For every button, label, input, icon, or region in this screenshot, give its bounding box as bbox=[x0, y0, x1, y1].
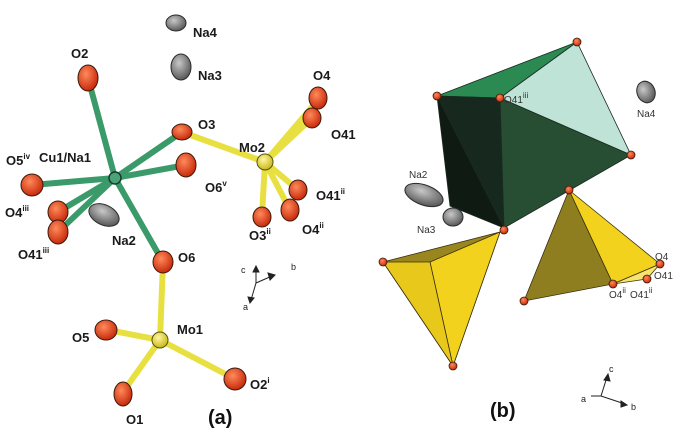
panel-b: O41iii Na4 Na2 Na3 O4 O41 O4ii O41ii c a… bbox=[378, 37, 673, 422]
label-na3: Na3 bbox=[198, 68, 222, 83]
bond-mo1-o6 bbox=[157, 259, 166, 343]
vertex-oxygen-atoms bbox=[378, 37, 665, 371]
atom-o6v bbox=[175, 152, 197, 178]
label-o2: O2 bbox=[71, 46, 88, 61]
label-o5iv: O5iv bbox=[6, 152, 31, 168]
panel-a: O2 Na4 Na3 O3 Mo2 O4 O41 O5iv Cu1/Na1 O6… bbox=[5, 14, 356, 429]
atom-o4 bbox=[308, 86, 328, 110]
panel-a-label: (a) bbox=[208, 407, 232, 429]
atom-o1 bbox=[113, 381, 133, 407]
bond-mo2-o41 bbox=[262, 115, 315, 165]
label-o2i: O2i bbox=[250, 376, 270, 392]
label-na3-b: Na3 bbox=[417, 225, 436, 236]
na-atoms bbox=[88, 14, 192, 227]
axis-b-label: b bbox=[291, 262, 296, 272]
na-atoms-b bbox=[404, 80, 656, 227]
axes-a bbox=[247, 264, 276, 305]
atom-mo2 bbox=[256, 153, 274, 171]
atom-o5 bbox=[20, 173, 44, 197]
label-o41ii: O41ii bbox=[316, 187, 345, 203]
label-o1: O1 bbox=[126, 412, 143, 427]
axis-c-label-b: c bbox=[609, 364, 614, 374]
oxygen-atoms bbox=[20, 64, 328, 407]
axes-b bbox=[591, 372, 629, 408]
label-o4ii-b: O4ii bbox=[609, 286, 626, 301]
label-o4ii: O4ii bbox=[302, 221, 324, 237]
cu-bonds bbox=[29, 75, 189, 265]
atom-o3 bbox=[171, 123, 193, 141]
axis-a-label-b: a bbox=[581, 394, 586, 404]
atom-o41 bbox=[302, 107, 322, 129]
panel-b-label: (b) bbox=[490, 400, 516, 422]
label-o6: O6 bbox=[178, 250, 195, 265]
label-o4iii: O4iii bbox=[5, 204, 29, 220]
atom-o2i bbox=[223, 367, 247, 391]
label-o5: O5 bbox=[72, 330, 89, 345]
atom-mo1 bbox=[151, 331, 169, 349]
atom-o3ii bbox=[252, 206, 272, 228]
mo-atoms bbox=[151, 153, 274, 349]
atom-na2-b bbox=[404, 182, 444, 208]
atom-cu1na1 bbox=[108, 171, 122, 185]
bond-mo1-o2i bbox=[157, 337, 236, 381]
atom-na3-b bbox=[442, 207, 464, 227]
atom-o6 bbox=[152, 250, 174, 274]
bond-cu-o2 bbox=[85, 75, 118, 181]
bond-cu-o6 bbox=[112, 175, 166, 265]
label-na4: Na4 bbox=[193, 25, 218, 40]
atom-na4-b bbox=[636, 80, 656, 104]
atom-na3 bbox=[170, 53, 192, 81]
label-o3: O3 bbox=[198, 117, 215, 132]
label-na2-b: Na2 bbox=[409, 170, 428, 181]
bond-cu-o6v bbox=[112, 162, 189, 181]
label-o6v: O6v bbox=[205, 179, 227, 195]
label-o41: O41 bbox=[331, 127, 356, 142]
label-na4-b: Na4 bbox=[637, 109, 656, 120]
mo-tetrahedron-1 bbox=[382, 231, 501, 368]
atom-o2 bbox=[77, 64, 99, 92]
axis-c-label: c bbox=[241, 265, 246, 275]
bond-cu-o3 bbox=[112, 129, 185, 181]
bond-mo2-o3 bbox=[179, 129, 268, 165]
bond-cu-o41iii bbox=[55, 175, 118, 235]
atom-o41iii bbox=[47, 219, 69, 245]
axis-b-label-b: b bbox=[631, 402, 636, 412]
label-o3ii: O3ii bbox=[249, 227, 271, 243]
label-o41iii: O41iii bbox=[18, 246, 49, 262]
atom-na2 bbox=[88, 203, 120, 227]
bond-cu-o5 bbox=[29, 175, 118, 188]
label-cu1na1: Cu1/Na1 bbox=[39, 150, 91, 165]
label-na2: Na2 bbox=[112, 233, 136, 248]
mo-tetrahedron-2 bbox=[523, 189, 661, 302]
label-o41-b: O41 bbox=[654, 271, 673, 282]
atom-o41ii bbox=[288, 179, 308, 201]
label-o41ii-b: O41ii bbox=[630, 286, 653, 301]
cu-octahedron bbox=[436, 41, 632, 229]
axis-a-label: a bbox=[243, 302, 248, 312]
atom-na4 bbox=[165, 14, 187, 32]
label-mo1: Mo1 bbox=[177, 322, 203, 337]
bond-mo1-o1 bbox=[120, 337, 163, 395]
atom-o5-mo1 bbox=[94, 319, 118, 341]
bond-mo2-o3ii bbox=[259, 159, 268, 218]
label-o4-b: O4 bbox=[655, 252, 669, 263]
mo-bonds bbox=[105, 97, 321, 395]
atom-o4ii bbox=[280, 198, 300, 222]
label-o41iii-b: O41iii bbox=[504, 91, 528, 106]
label-o4: O4 bbox=[313, 68, 331, 83]
label-mo2: Mo2 bbox=[239, 140, 265, 155]
